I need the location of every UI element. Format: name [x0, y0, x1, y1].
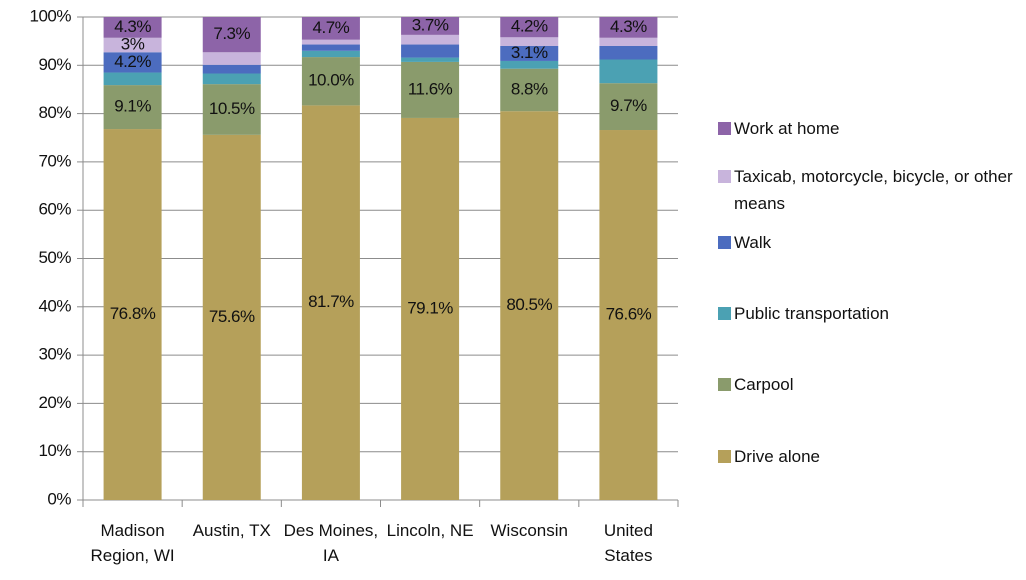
data-label: 4.2% [511, 17, 548, 36]
data-label: 4.7% [313, 18, 350, 37]
legend-entry: Carpool [718, 371, 1018, 398]
y-tick-label: 80% [38, 103, 71, 122]
bar-segment [202, 52, 261, 65]
x-tick-label: Des Moines, IA [283, 521, 379, 565]
legend-label: Taxicab, motorcycle, bicycle, or other m… [734, 167, 1013, 213]
x-tick-label: Austin, TX [192, 521, 271, 540]
data-label: 8.8% [511, 79, 548, 98]
bar-segment [301, 44, 360, 51]
bar-segment [202, 73, 261, 85]
legend-swatch [718, 378, 731, 391]
y-tick-label: 60% [38, 200, 71, 219]
y-tick-label: 40% [38, 296, 71, 315]
bar-segment [401, 57, 460, 62]
x-tick-label: Madison Region, WI [90, 521, 175, 565]
bar-segment [103, 129, 162, 500]
data-label: 76.8% [110, 304, 156, 323]
legend-swatch [718, 236, 731, 249]
legend-label: Carpool [734, 375, 794, 394]
y-tick-label: 100% [30, 6, 72, 25]
bar-segment [599, 59, 658, 84]
bar-segment [301, 57, 360, 106]
bar-segment [401, 117, 460, 501]
legend-swatch [718, 450, 731, 463]
bar-segment [599, 45, 658, 60]
data-label: 3.1% [511, 43, 548, 62]
x-tick-label: Lincoln, NE [386, 521, 474, 540]
bar-segment [301, 39, 360, 45]
data-label: 75.6% [209, 307, 255, 326]
data-label: 10.0% [308, 71, 354, 90]
data-label: 79.1% [407, 298, 453, 317]
bar-segment [103, 85, 162, 130]
legend-entry: Work at home [718, 115, 1018, 142]
bar-segment [103, 72, 162, 86]
legend-swatch [718, 122, 731, 135]
y-tick-label: 70% [38, 151, 71, 170]
bar-segment [103, 52, 162, 73]
x-tick-label: United States [603, 521, 653, 565]
bar-segment [599, 37, 658, 46]
data-label: 76.6% [606, 304, 652, 323]
data-label: 81.7% [308, 292, 354, 311]
y-tick-label: 10% [38, 441, 71, 460]
legend-label: Work at home [734, 119, 840, 138]
legend-entry: Public transportation [718, 300, 1018, 327]
legend-label: Walk [734, 233, 772, 252]
bar-segment [599, 17, 658, 38]
bar-segment [202, 17, 261, 53]
legend-entry: Walk [718, 229, 1018, 256]
bar-segment [401, 44, 460, 58]
y-tick-label: 0% [47, 489, 71, 508]
y-tick-label: 50% [38, 248, 71, 267]
bar-segment [103, 17, 162, 38]
y-tick-label: 20% [38, 393, 71, 412]
bar-segment [500, 17, 559, 38]
data-label: 3% [121, 34, 145, 53]
data-label: 11.6% [408, 79, 453, 98]
bar-segment [401, 17, 460, 35]
bar-segment [202, 64, 261, 74]
y-tick-label: 90% [38, 55, 71, 74]
legend-entry: Drive alone [718, 443, 1018, 470]
bar-segment [301, 105, 360, 500]
bar-segment [301, 50, 360, 58]
bar-segment [500, 45, 559, 61]
data-label: 10.5% [209, 99, 255, 118]
bar-segment [301, 17, 360, 40]
data-label: 9.1% [114, 97, 151, 116]
data-label: 7.3% [213, 24, 250, 43]
data-label: 9.7% [610, 96, 647, 115]
legend-swatch [718, 170, 731, 183]
bar-segment [599, 83, 658, 131]
x-tick-label: Wisconsin [490, 521, 568, 540]
data-label: 4.3% [114, 17, 151, 36]
bar-segment [202, 134, 261, 501]
bar-segment [500, 68, 559, 112]
bar-segment [500, 60, 559, 69]
bar-segment [500, 111, 559, 500]
bar-segment [103, 37, 162, 53]
bar-segment [599, 130, 658, 500]
y-tick-label: 30% [38, 345, 71, 364]
legend-entry: Taxicab, motorcycle, bicycle, or other m… [718, 163, 1018, 217]
bar-segment [202, 84, 261, 135]
legend-label: Public transportation [734, 304, 889, 323]
data-label: 4.3% [610, 17, 647, 36]
data-label: 3.7% [412, 15, 449, 34]
data-label: 80.5% [506, 295, 552, 314]
legend-swatch [718, 307, 731, 320]
data-label: 4.2% [114, 52, 151, 71]
legend-label: Drive alone [734, 447, 820, 466]
bar-segment [500, 37, 559, 46]
bar-segment [401, 34, 460, 45]
bar-segment [401, 61, 460, 118]
